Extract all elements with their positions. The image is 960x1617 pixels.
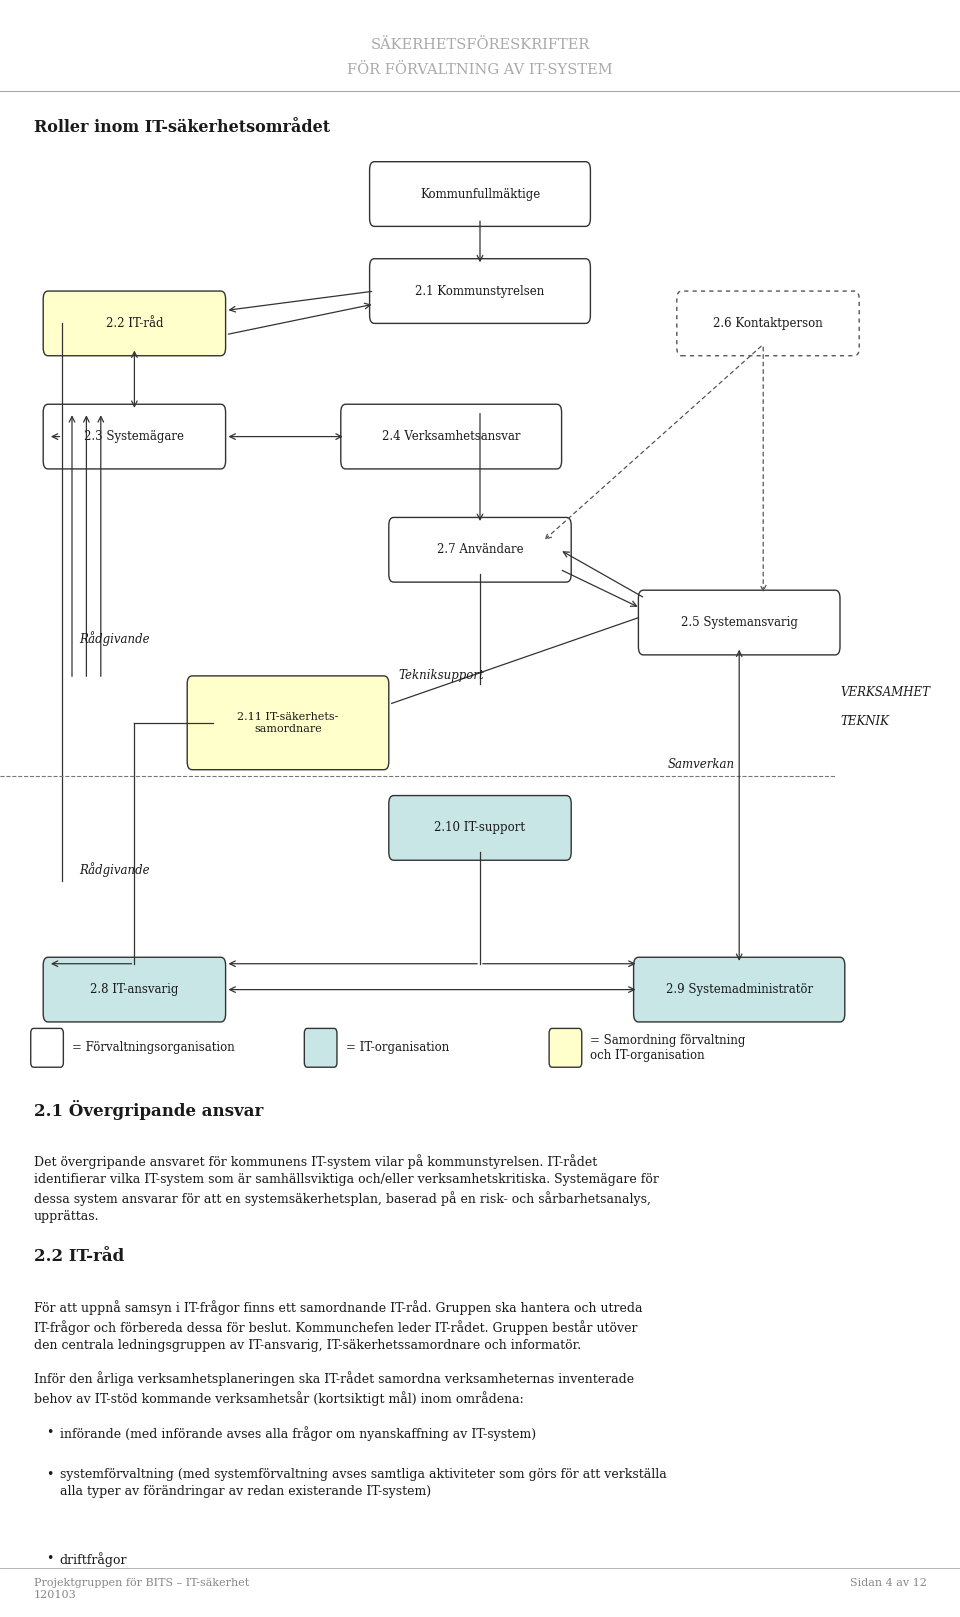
FancyBboxPatch shape — [304, 1028, 337, 1067]
FancyBboxPatch shape — [43, 957, 226, 1022]
FancyBboxPatch shape — [549, 1028, 582, 1067]
Text: Rådgivande: Rådgivande — [79, 631, 150, 647]
Text: driftfrågor: driftfrågor — [60, 1552, 127, 1567]
Text: 2.3 Systemägare: 2.3 Systemägare — [84, 430, 184, 443]
Text: Sidan 4 av 12: Sidan 4 av 12 — [850, 1578, 926, 1588]
FancyBboxPatch shape — [370, 162, 590, 226]
Text: 2.7 Användare: 2.7 Användare — [437, 543, 523, 556]
FancyBboxPatch shape — [389, 517, 571, 582]
Text: = Förvaltningsorganisation: = Förvaltningsorganisation — [72, 1041, 235, 1054]
Text: 2.2 IT-råd: 2.2 IT-råd — [34, 1248, 124, 1266]
Text: •: • — [46, 1552, 54, 1565]
Text: TEKNIK: TEKNIK — [840, 715, 889, 728]
Text: FÖR FÖRVALTNING AV IT-SYSTEM: FÖR FÖRVALTNING AV IT-SYSTEM — [348, 63, 612, 76]
FancyBboxPatch shape — [43, 404, 226, 469]
Text: = Samordning förvaltning
och IT-organisation: = Samordning förvaltning och IT-organisa… — [590, 1033, 746, 1062]
Text: •: • — [46, 1468, 54, 1481]
FancyBboxPatch shape — [341, 404, 562, 469]
Text: För att uppnå samsyn i IT-frågor finns ett samordnande IT-råd. Gruppen ska hante: För att uppnå samsyn i IT-frågor finns e… — [34, 1300, 642, 1352]
Text: Tekniksupport: Tekniksupport — [398, 669, 484, 682]
Text: VERKSAMHET: VERKSAMHET — [840, 686, 930, 699]
FancyBboxPatch shape — [43, 291, 226, 356]
Text: SÄKERHETSFÖRESKRIFTER: SÄKERHETSFÖRESKRIFTER — [371, 39, 589, 52]
Text: 2.1 Övergripande ansvar: 2.1 Övergripande ansvar — [34, 1100, 263, 1119]
Text: Inför den årliga verksamhetsplaneringen ska IT-rådet samordna verksamheternas in: Inför den årliga verksamhetsplaneringen … — [34, 1371, 634, 1405]
Text: 2.2 IT-råd: 2.2 IT-råd — [106, 317, 163, 330]
Text: 2.9 Systemadministratör: 2.9 Systemadministratör — [665, 983, 813, 996]
FancyBboxPatch shape — [638, 590, 840, 655]
Text: 2.6 Kontaktperson: 2.6 Kontaktperson — [713, 317, 823, 330]
FancyBboxPatch shape — [389, 796, 571, 860]
Text: Rådgivande: Rådgivande — [79, 862, 150, 878]
Text: Kommunfullmäktige: Kommunfullmäktige — [420, 188, 540, 201]
Text: 2.5 Systemansvarig: 2.5 Systemansvarig — [681, 616, 798, 629]
Text: = IT-organisation: = IT-organisation — [346, 1041, 449, 1054]
FancyBboxPatch shape — [31, 1028, 63, 1067]
FancyBboxPatch shape — [187, 676, 389, 770]
Text: 2.1 Kommunstyrelsen: 2.1 Kommunstyrelsen — [416, 285, 544, 298]
Text: Samverkan: Samverkan — [667, 758, 734, 771]
Text: införande (med införande avses alla frågor om nyanskaffning av IT-system): införande (med införande avses alla fråg… — [60, 1426, 536, 1441]
FancyBboxPatch shape — [677, 291, 859, 356]
Text: Roller inom IT-säkerhetsområdet: Roller inom IT-säkerhetsområdet — [34, 120, 329, 136]
Text: Projektgruppen för BITS – IT-säkerhet
120103: Projektgruppen för BITS – IT-säkerhet 12… — [34, 1578, 249, 1599]
Text: 2.4 Verksamhetsansvar: 2.4 Verksamhetsansvar — [382, 430, 520, 443]
Text: 2.8 IT-ansvarig: 2.8 IT-ansvarig — [90, 983, 179, 996]
Text: 2.11 IT-säkerhets-
samordnare: 2.11 IT-säkerhets- samordnare — [237, 711, 339, 734]
Text: •: • — [46, 1426, 54, 1439]
Text: systemförvaltning (med systemförvaltning avses samtliga aktiviteter som görs för: systemförvaltning (med systemförvaltning… — [60, 1468, 666, 1499]
FancyBboxPatch shape — [370, 259, 590, 323]
FancyBboxPatch shape — [634, 957, 845, 1022]
Text: 2.10 IT-support: 2.10 IT-support — [435, 821, 525, 834]
Text: Det övergripande ansvaret för kommunens IT-system vilar på kommunstyrelsen. IT-r: Det övergripande ansvaret för kommunens … — [34, 1155, 659, 1222]
